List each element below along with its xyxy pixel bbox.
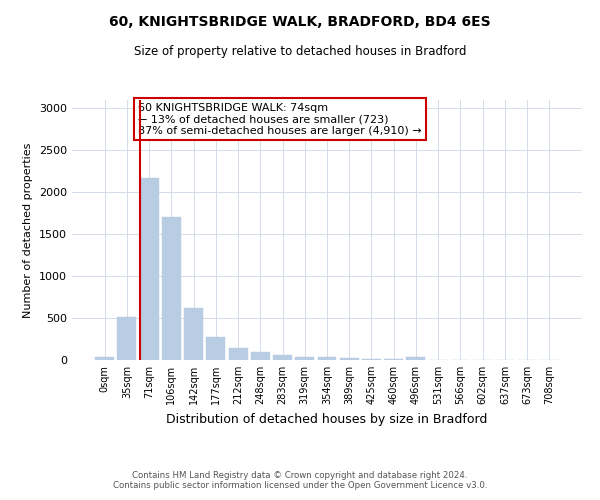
Bar: [184, 308, 203, 360]
Bar: [162, 216, 181, 360]
Text: Size of property relative to detached houses in Bradford: Size of property relative to detached ho…: [134, 45, 466, 58]
Bar: [95, 358, 114, 360]
Bar: [273, 356, 292, 360]
Text: Contains HM Land Registry data © Crown copyright and database right 2024.
Contai: Contains HM Land Registry data © Crown c…: [113, 470, 487, 490]
Bar: [118, 317, 136, 360]
Text: 60 KNIGHTSBRIDGE WALK: 74sqm
← 13% of detached houses are smaller (723)
87% of s: 60 KNIGHTSBRIDGE WALK: 74sqm ← 13% of de…: [139, 102, 422, 136]
Bar: [295, 356, 314, 360]
Bar: [206, 338, 225, 360]
Text: 60, KNIGHTSBRIDGE WALK, BRADFORD, BD4 6ES: 60, KNIGHTSBRIDGE WALK, BRADFORD, BD4 6E…: [109, 15, 491, 29]
Bar: [340, 358, 359, 360]
Bar: [362, 358, 381, 360]
X-axis label: Distribution of detached houses by size in Bradford: Distribution of detached houses by size …: [166, 412, 488, 426]
Bar: [140, 178, 158, 360]
Bar: [251, 352, 270, 360]
Bar: [384, 359, 403, 360]
Y-axis label: Number of detached properties: Number of detached properties: [23, 142, 34, 318]
Bar: [229, 348, 248, 360]
Bar: [406, 357, 425, 360]
Bar: [317, 358, 337, 360]
